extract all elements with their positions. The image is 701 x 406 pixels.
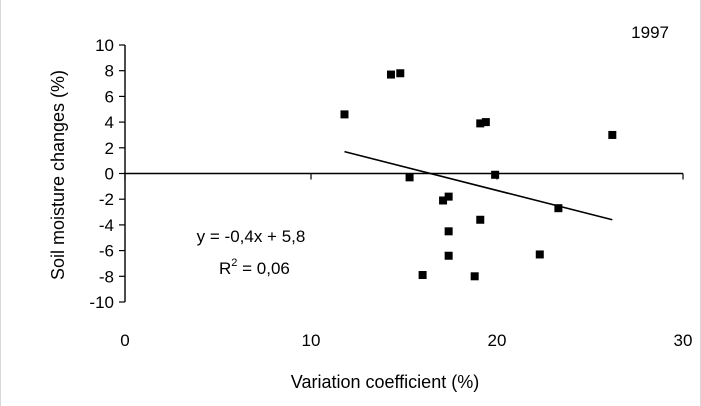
x-tick-label: 30 xyxy=(674,331,693,350)
r2-label-r: R xyxy=(219,259,231,278)
data-point xyxy=(405,173,414,182)
data-point xyxy=(481,118,490,127)
y-tick-label: -2 xyxy=(99,190,114,209)
data-point xyxy=(340,110,349,119)
data-point xyxy=(554,204,563,213)
data-point xyxy=(470,272,479,281)
y-tick-label: -4 xyxy=(99,216,114,235)
data-point xyxy=(444,227,453,236)
x-tick-label: 20 xyxy=(488,331,507,350)
data-point xyxy=(476,119,485,128)
data-point xyxy=(444,251,453,260)
y-tick-label: 6 xyxy=(105,87,114,106)
data-point xyxy=(386,70,395,79)
data-point xyxy=(476,215,485,224)
y-tick-label: 10 xyxy=(95,36,114,55)
data-point xyxy=(608,130,617,139)
data-point xyxy=(439,196,448,205)
year-label: 1997 xyxy=(631,23,669,42)
data-point xyxy=(535,250,544,259)
y-tick-label: 4 xyxy=(105,113,114,132)
y-tick-label: 0 xyxy=(105,165,114,184)
data-point xyxy=(491,170,500,179)
y-tick-label: 8 xyxy=(105,62,114,81)
r2-label: R2 = 0,06 xyxy=(219,257,290,278)
equation-label: y = -0,4x + 5,8 xyxy=(197,227,306,246)
r2-label-sup: 2 xyxy=(231,257,237,269)
axes xyxy=(119,44,684,303)
y-axis-title: Soil moisture changes (%) xyxy=(48,70,68,280)
y-tick-label: -6 xyxy=(99,242,114,261)
x-tick-label: 0 xyxy=(120,331,129,350)
data-points xyxy=(340,69,617,281)
data-point xyxy=(396,69,405,78)
trendline xyxy=(344,150,613,221)
data-point xyxy=(418,271,427,280)
x-tick-label: 10 xyxy=(302,331,321,350)
data-point xyxy=(444,192,453,201)
y-tick-label: 2 xyxy=(105,139,114,158)
r2-label-value: = 0,06 xyxy=(237,259,289,278)
x-axis-title: Variation coefficient (%) xyxy=(291,372,479,392)
y-tick-label: -8 xyxy=(99,267,114,286)
y-tick-label: -10 xyxy=(89,293,114,312)
